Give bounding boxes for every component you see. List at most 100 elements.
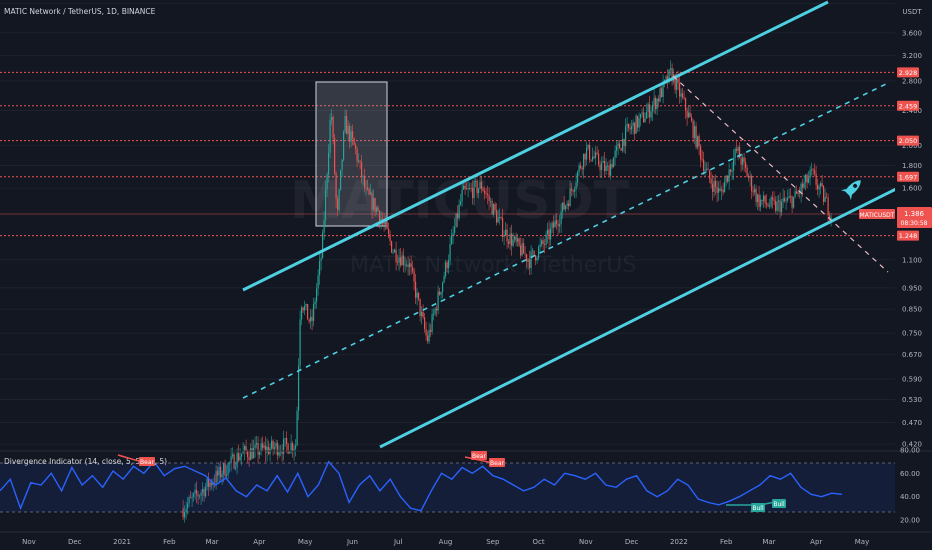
candle-body: [777, 200, 780, 202]
candle-body: [497, 217, 499, 223]
candle-body: [399, 257, 402, 266]
candle-body: [311, 316, 313, 321]
candle-body: [486, 194, 489, 196]
candle-body: [797, 192, 799, 194]
candle-body: [453, 226, 456, 233]
candle-body: [369, 192, 372, 195]
candle-body: [396, 261, 399, 263]
candle-body: [482, 189, 484, 191]
candle-body: [425, 328, 427, 336]
candle-body: [830, 217, 832, 220]
price-tick-label: 1.600: [902, 185, 922, 193]
price-tick-label: 0.950: [902, 284, 922, 292]
candle-body: [242, 450, 244, 454]
candle-body: [470, 187, 472, 189]
candle-body: [306, 304, 309, 320]
price-axis[interactable]: [895, 0, 932, 532]
candle-body: [801, 183, 804, 188]
current-price-label: 1.386: [904, 210, 925, 218]
candle-body: [680, 93, 682, 97]
candle-body: [555, 220, 558, 225]
candle-body: [347, 125, 349, 135]
candle-body: [335, 173, 337, 199]
candle-body: [243, 446, 246, 451]
candle-body: [663, 79, 666, 82]
candle-body: [741, 157, 744, 165]
candle-body: [747, 176, 750, 178]
candle-body: [302, 307, 304, 311]
level-label-bg: [897, 100, 919, 111]
candle-body: [476, 181, 478, 194]
candle-body: [218, 466, 220, 476]
candle-body: [362, 176, 364, 178]
price-tick-label: 0.750: [902, 330, 922, 338]
candle-body: [393, 249, 396, 253]
candle-body: [246, 451, 249, 458]
candle-body: [435, 308, 438, 311]
candle-body: [692, 120, 694, 139]
candle-body: [252, 448, 255, 459]
candle-body: [222, 463, 225, 475]
candle-body: [420, 311, 423, 317]
candle-body: [500, 217, 502, 219]
candle-body: [671, 68, 673, 82]
current-price-badge: MATICUSDT 1.386 08:30:58: [859, 207, 932, 228]
candle-body: [498, 217, 501, 218]
current-symbol-label: MATICUSDT: [860, 212, 895, 219]
candle-body: [351, 131, 354, 139]
price-tick-label: 0.470: [902, 419, 922, 427]
candle-body: [684, 98, 687, 111]
bull-signal-badge: [772, 499, 786, 508]
candle-body: [704, 169, 706, 171]
candle-body: [660, 88, 663, 97]
price-tick-label: 2.000: [902, 142, 922, 150]
candle-body: [270, 440, 273, 449]
price-axis-ticks: 3.600 3.200 2.800 2.400 2.000 1.800 1.600 1.100…: [902, 29, 922, 448]
svg-text:Bear: Bear: [472, 453, 486, 460]
candle-body: [632, 122, 634, 127]
time-tick-label: Mar: [762, 538, 775, 546]
time-axis[interactable]: Nov Dec 2021 Feb Mar Apr May Jun Jul Aug Sep Oct Nov…: [22, 538, 869, 546]
price-tick-label: 0.530: [902, 396, 922, 404]
candle-body: [572, 190, 574, 192]
candle-body: [536, 258, 538, 261]
candle-body: [423, 317, 426, 329]
price-tick-label: 0.590: [902, 376, 922, 384]
candle-body: [365, 187, 367, 189]
candle-body: [779, 200, 781, 213]
candle-body: [639, 114, 642, 119]
candle-body: [210, 482, 213, 486]
candle-body: [758, 194, 760, 207]
candle-body: [464, 185, 466, 189]
candle-body: [557, 224, 559, 227]
candle-body: [545, 234, 547, 245]
candle-body: [744, 161, 747, 168]
candle-body: [678, 82, 681, 97]
candle-body: [546, 229, 549, 235]
candle-body: [203, 488, 205, 497]
candle-body: [648, 104, 651, 118]
candle-body: [255, 443, 258, 445]
candle-body: [185, 508, 187, 513]
candle-body: [407, 264, 409, 267]
candle-body: [695, 126, 697, 148]
candle-body: [344, 115, 346, 132]
indicator-tick-label: 20.00: [900, 517, 920, 525]
candle-body: [813, 170, 816, 174]
candle-body: [551, 222, 553, 229]
candle-body: [561, 202, 564, 212]
candle-body: [266, 446, 268, 453]
indicator-label[interactable]: Divergence Indicator (14, close, 5, 5, 6…: [4, 457, 167, 466]
candle-body: [821, 183, 823, 187]
candle-body: [656, 98, 658, 110]
candle-body: [296, 410, 298, 446]
countdown-label: 08:30:58: [901, 220, 928, 227]
candle-body: [458, 204, 460, 219]
candle-body: [390, 241, 393, 253]
candle-body: [770, 197, 772, 206]
candle-body: [581, 167, 583, 170]
candle-body: [507, 241, 510, 244]
candle-body: [198, 495, 201, 497]
candle-body: [462, 185, 465, 190]
